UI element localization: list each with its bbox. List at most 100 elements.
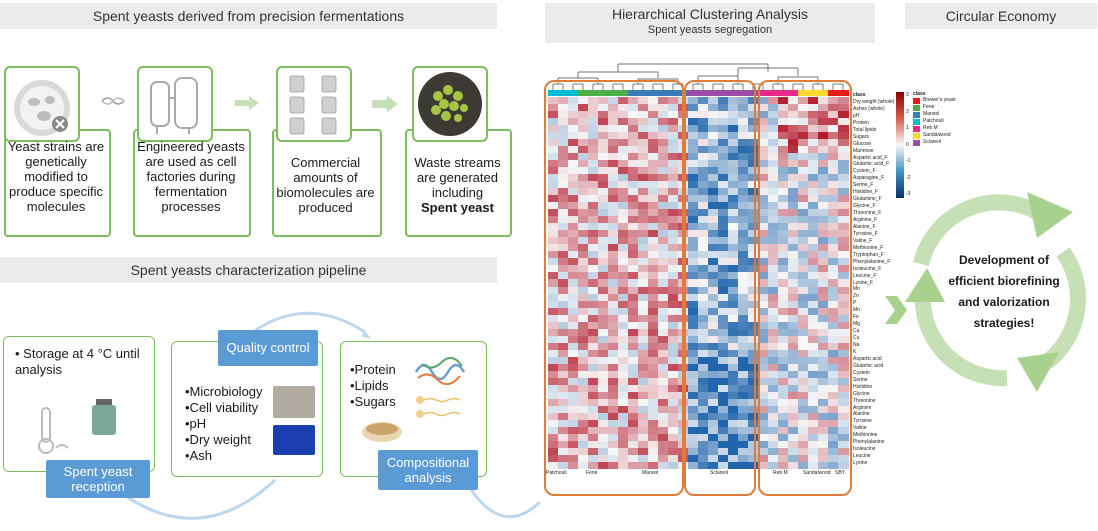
heatmap-cell bbox=[548, 244, 559, 252]
heatmap-cell bbox=[658, 286, 669, 295]
heatmap-cell bbox=[718, 314, 729, 323]
heatmap-cell bbox=[728, 153, 739, 161]
heatmap-cell bbox=[818, 307, 829, 316]
heatmap-cell bbox=[718, 111, 729, 119]
heatmap-cell bbox=[748, 237, 759, 245]
heatmap-cell bbox=[748, 286, 759, 295]
heatmap-cell bbox=[618, 384, 629, 393]
heatmap-cell bbox=[598, 258, 609, 266]
heatmap-cell bbox=[688, 398, 699, 407]
heatmap-cell bbox=[578, 461, 589, 470]
heatmap-cell bbox=[658, 391, 669, 400]
heatmap-cell bbox=[738, 342, 749, 351]
heatmap-cell bbox=[648, 125, 659, 133]
heatmap-cell bbox=[588, 356, 599, 365]
heatmap-cell bbox=[638, 237, 649, 245]
heatmap-cell bbox=[578, 454, 589, 463]
heatmap-cell bbox=[648, 349, 659, 358]
heatmap-cell bbox=[818, 370, 829, 379]
heatmap-cell bbox=[588, 195, 599, 203]
heatmap-cell bbox=[768, 118, 779, 126]
heatmap-cell bbox=[558, 230, 569, 238]
heatmap-cell bbox=[668, 405, 679, 414]
heatmap-cell bbox=[728, 216, 739, 224]
heatmap-cell bbox=[768, 363, 779, 372]
heatmap-cell bbox=[618, 202, 629, 210]
heatmap-cell bbox=[688, 153, 699, 161]
heatmap-cell bbox=[578, 384, 589, 393]
heatmap-cell bbox=[768, 104, 779, 112]
heatmap-cell bbox=[608, 384, 619, 393]
heatmap-cell bbox=[628, 398, 639, 407]
quality-control-label: Quality control bbox=[218, 330, 318, 366]
heatmap-cell bbox=[798, 167, 809, 175]
heatmap-cell bbox=[708, 335, 719, 344]
heatmap-cell bbox=[658, 202, 669, 210]
heatmap-cell bbox=[768, 447, 779, 456]
heatmap-cell bbox=[548, 391, 559, 400]
heatmap-cell bbox=[648, 237, 659, 245]
heatmap-cell bbox=[838, 258, 849, 266]
heatmap-cell bbox=[598, 307, 609, 316]
legend-label: Sandalwood bbox=[923, 132, 951, 138]
heatmap-cell bbox=[668, 202, 679, 210]
heatmap-cell bbox=[688, 237, 699, 245]
heatmap-cell bbox=[718, 447, 729, 456]
heatmap-cell bbox=[578, 174, 589, 182]
heatmap-cell bbox=[698, 461, 709, 470]
heatmap-cell bbox=[598, 419, 609, 428]
heatmap-cell bbox=[608, 412, 619, 421]
heatmap-cell bbox=[778, 258, 789, 266]
heatmap-cell bbox=[808, 202, 819, 210]
heatmap-cell bbox=[648, 251, 659, 259]
heatmap-cell bbox=[548, 272, 559, 280]
heatmap-cell bbox=[548, 118, 559, 126]
heatmap-cell bbox=[728, 104, 739, 112]
heatmap-cell bbox=[758, 251, 769, 259]
heatmap-cell bbox=[768, 202, 779, 210]
heatmap-cell bbox=[718, 244, 729, 252]
heatmap-cell bbox=[828, 349, 839, 358]
heatmap-cell bbox=[798, 125, 809, 133]
heatmap-cell bbox=[658, 440, 669, 449]
heatmap-cell bbox=[798, 244, 809, 252]
heatmap-cell bbox=[738, 293, 749, 302]
heatmap-cell bbox=[608, 167, 619, 175]
heatmap-cell bbox=[828, 433, 839, 442]
heatmap-cell bbox=[748, 230, 759, 238]
heatmap-cell bbox=[718, 363, 729, 372]
heatmap-cell bbox=[618, 433, 629, 442]
heatmap-cell bbox=[748, 272, 759, 280]
heatmap-cell bbox=[748, 104, 759, 112]
heatmap-cell bbox=[598, 370, 609, 379]
heatmap-cell bbox=[758, 258, 769, 266]
heatmap-cell bbox=[598, 118, 609, 126]
row-label: Alanine bbox=[853, 411, 870, 418]
heatmap-cell bbox=[598, 349, 609, 358]
heatmap-cell bbox=[648, 440, 659, 449]
heatmap-cell bbox=[828, 146, 839, 154]
heatmap-cell bbox=[818, 258, 829, 266]
heatmap-cell bbox=[648, 202, 659, 210]
heatmap-cell bbox=[708, 293, 719, 302]
heatmap-cell bbox=[668, 391, 679, 400]
class-bar-cell bbox=[568, 90, 579, 96]
heatmap-cell bbox=[548, 265, 559, 273]
heatmap-cell bbox=[738, 419, 749, 428]
heatmap-cell bbox=[568, 447, 579, 456]
heatmap-cell bbox=[638, 293, 649, 302]
heatmap-cell bbox=[548, 426, 559, 435]
row-label: Arginine_F bbox=[853, 217, 878, 223]
legend-swatch bbox=[913, 112, 920, 118]
heatmap-cell bbox=[578, 223, 589, 231]
heatmap-cell bbox=[778, 97, 789, 105]
heatmap-cell bbox=[778, 160, 789, 168]
heatmap-cell bbox=[688, 349, 699, 358]
heatmap-cell bbox=[548, 447, 559, 456]
heatmap-cell bbox=[728, 111, 739, 119]
heatmap-cell bbox=[568, 433, 579, 442]
heatmap-cell bbox=[798, 104, 809, 112]
heatmap-cell bbox=[778, 216, 789, 224]
heatmap-cell bbox=[708, 146, 719, 154]
heatmap-cell bbox=[588, 153, 599, 161]
